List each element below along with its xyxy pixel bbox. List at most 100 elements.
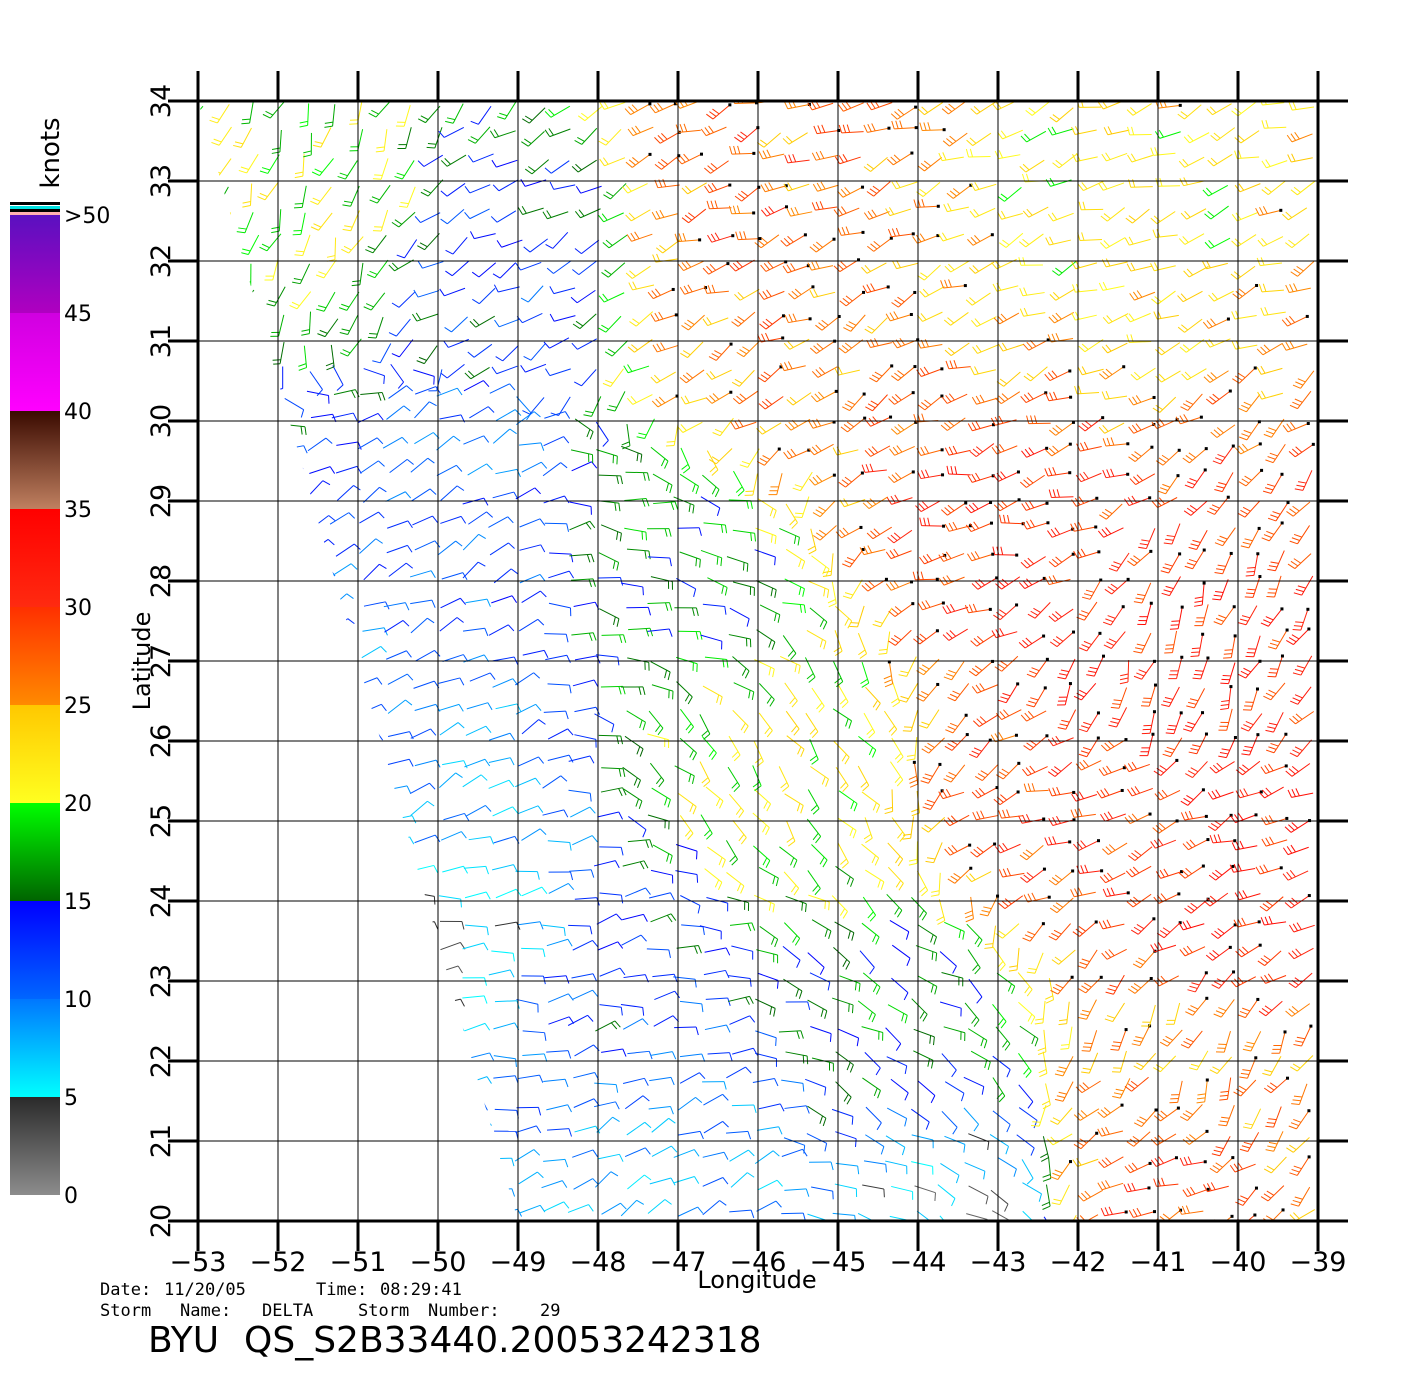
wind-barb <box>886 494 913 505</box>
wind-barb <box>599 892 624 904</box>
wind-barb <box>784 313 812 324</box>
wind-barb <box>784 1188 810 1197</box>
wind-barb <box>251 973 278 982</box>
wind-barb <box>785 503 798 529</box>
wind-barb <box>1047 212 1074 222</box>
wind-barb <box>782 132 808 145</box>
wind-barb <box>629 311 654 327</box>
wind-barb <box>1133 659 1156 680</box>
wind-barb <box>518 921 544 930</box>
wind-barb <box>549 181 576 190</box>
wind-barb <box>971 786 999 799</box>
wind-barb <box>1130 367 1156 381</box>
wind-barb <box>332 365 344 391</box>
wind-barb <box>334 1110 357 1125</box>
rain-flag <box>1095 496 1099 500</box>
wind-barb <box>651 1145 678 1157</box>
wind-barb <box>627 1050 653 1060</box>
wind-barb <box>242 311 254 336</box>
wind-barb <box>372 158 389 180</box>
wind-barb <box>1110 687 1128 709</box>
wind-barb <box>1287 153 1313 163</box>
wind-barb <box>310 186 332 205</box>
rain-flag <box>1175 758 1179 762</box>
wind-barb <box>1281 314 1309 327</box>
rain-flag <box>1307 627 1311 631</box>
wind-barb <box>1180 810 1208 821</box>
wind-barb <box>396 239 418 259</box>
wind-barb <box>436 464 463 477</box>
rain-flag <box>1279 208 1283 212</box>
wind-barb <box>227 390 243 415</box>
rain-flag <box>1016 682 1020 686</box>
wind-barb <box>599 608 620 627</box>
wind-barb <box>864 1052 881 1076</box>
wind-barb <box>1045 177 1072 187</box>
wind-barb <box>495 468 521 478</box>
wind-barb <box>334 1070 361 1080</box>
wind-barb <box>1071 311 1097 321</box>
wind-barb <box>1266 575 1282 598</box>
rain-flag <box>935 577 939 581</box>
wind-barb <box>902 816 915 840</box>
wind-barb <box>1289 711 1315 725</box>
wind-barb <box>1179 338 1205 353</box>
wind-barb <box>516 312 543 324</box>
wind-barb <box>1263 418 1285 438</box>
rain-flag <box>837 314 841 318</box>
rain-flag <box>969 866 973 870</box>
wind-barb <box>1223 634 1237 659</box>
rain-flag <box>675 394 679 398</box>
wind-barb <box>521 975 546 985</box>
wind-barb <box>758 866 779 887</box>
wind-barb <box>310 515 336 530</box>
wind-barb <box>862 972 881 995</box>
wind-barb <box>310 212 333 231</box>
rain-flag <box>1101 416 1105 420</box>
wind-barb <box>492 678 519 688</box>
rain-flag <box>912 760 916 764</box>
wind-barb <box>469 231 496 240</box>
wind-barb <box>1290 180 1316 196</box>
wind-barb <box>598 552 620 571</box>
wind-barb <box>543 710 569 720</box>
wind-barb <box>548 883 575 894</box>
wind-barb <box>970 842 997 858</box>
wind-barb <box>336 441 362 450</box>
wind-barb <box>462 497 489 506</box>
wind-barb <box>1231 340 1258 350</box>
wind-barb <box>865 1134 885 1155</box>
wind-barb <box>885 1160 908 1175</box>
wind-barb <box>1237 997 1260 1019</box>
wind-barb <box>491 950 515 962</box>
wind-barb <box>1182 1186 1210 1198</box>
wind-barb <box>1212 579 1229 601</box>
wind-barb <box>861 463 887 473</box>
wind-barb <box>917 469 945 480</box>
wind-barb <box>1072 920 1098 937</box>
wind-barb <box>410 728 437 739</box>
wind-barb <box>624 735 644 757</box>
rain-flag <box>1045 446 1049 450</box>
wind-barb <box>574 706 601 715</box>
wind-barb <box>349 129 364 152</box>
wind-barb <box>547 840 572 851</box>
wind-barb <box>779 527 800 546</box>
wind-barb <box>1127 126 1152 136</box>
rain-flag <box>989 521 993 525</box>
wind-barb <box>838 471 864 488</box>
wind-barb <box>515 672 541 686</box>
wind-barb <box>413 680 440 689</box>
footer: Date: 11/20/05 Time: 08:29:41 Storm Name… <box>100 1280 560 1321</box>
wind-barb <box>989 1133 1010 1155</box>
wind-barb <box>679 1000 704 1013</box>
wind-barb <box>969 738 992 758</box>
wind-barb <box>251 472 278 481</box>
wind-barb <box>306 1208 332 1218</box>
wind-barb <box>335 836 362 845</box>
wind-barb <box>363 1184 389 1194</box>
wind-barb <box>1025 101 1050 116</box>
wind-barb <box>1183 500 1208 516</box>
wind-barb <box>651 394 679 408</box>
wind-barb <box>925 842 943 864</box>
